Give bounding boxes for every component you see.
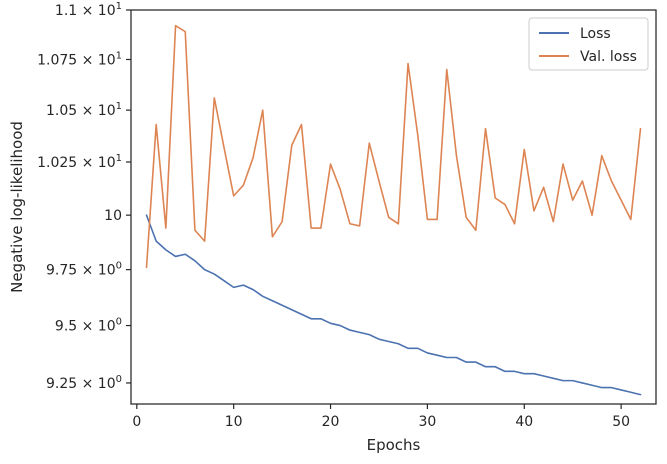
y-axis-label: Negative log-likelihood xyxy=(8,121,26,293)
y-tick-label: 1.025 × 101 xyxy=(37,153,122,171)
x-tick-label: 20 xyxy=(322,414,340,430)
series-layer xyxy=(145,24,642,396)
y-tick-label: 1.075 × 101 xyxy=(37,50,122,68)
y-tick-label: 10 xyxy=(104,208,122,224)
y-tick-label: 1.1 × 101 xyxy=(55,1,122,19)
plot-frame xyxy=(130,9,657,405)
x-tick-label: 30 xyxy=(418,414,436,430)
legend: Loss Val. loss xyxy=(528,17,649,71)
y-tick-label: 9.5 × 100 xyxy=(55,317,122,335)
legend-label-val-loss: Val. loss xyxy=(580,49,637,65)
x-tick-label: 40 xyxy=(515,414,533,430)
x-tick-label: 10 xyxy=(225,414,243,430)
y-tick-label: 9.75 × 100 xyxy=(46,261,122,279)
x-tick-label: 0 xyxy=(132,414,141,430)
series-line-loss xyxy=(145,214,642,396)
y-tick-label: 9.25 × 100 xyxy=(46,374,122,392)
legend-label-loss: Loss xyxy=(580,26,611,42)
x-axis-ticks: 0 10 20 30 40 50 xyxy=(132,404,630,430)
series-line-val-loss xyxy=(145,24,642,269)
y-tick-label: 1.05 × 101 xyxy=(46,101,122,119)
y-axis-ticks: 9.25 × 100 9.5 × 100 9.75 × 100 10 1.025 × 1… xyxy=(37,1,131,392)
plot-area xyxy=(131,10,656,404)
x-tick-label: 50 xyxy=(612,414,630,430)
x-axis-label: Epochs xyxy=(367,436,421,454)
